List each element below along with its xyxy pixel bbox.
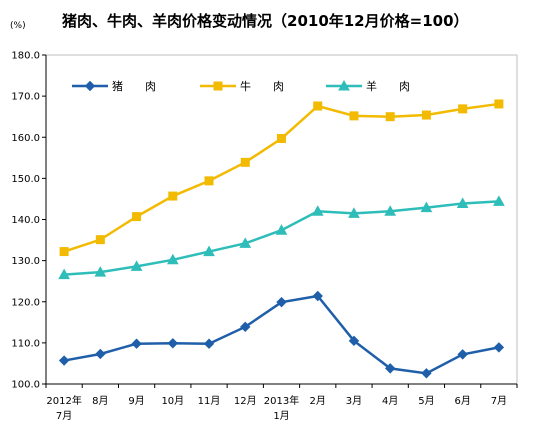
legend: 猪 肉牛 肉羊 肉	[72, 79, 410, 93]
x-tick-label: 2012年	[46, 394, 81, 407]
data-point	[239, 237, 252, 248]
y-tick-label: 170.0	[11, 92, 40, 103]
y-tick-label: 160.0	[11, 133, 40, 144]
x-ticks: 2012年 7月 8月 9月 10月 11月 12月 2013年 1月 2月 3月 4月 5月 6月 7月	[45, 384, 518, 422]
data-point	[385, 112, 395, 122]
data-point	[240, 321, 251, 333]
data-point	[458, 104, 468, 114]
data-point	[493, 342, 505, 353]
x-tick-label: 5月	[418, 395, 434, 407]
y-tick-label: 150.0	[11, 174, 40, 185]
data-point	[130, 260, 143, 271]
x-tick-label: 2月	[310, 395, 326, 407]
series-2	[58, 195, 505, 280]
y-axis-unit: (%)	[10, 21, 26, 31]
data-point	[95, 348, 106, 360]
data-point	[167, 338, 179, 349]
data-point	[94, 266, 107, 277]
legend-label: 羊 肉	[366, 79, 410, 93]
data-point	[203, 338, 215, 349]
x-tick-label: 4月	[382, 395, 398, 407]
data-point	[421, 110, 431, 120]
data-point	[493, 195, 505, 206]
data-point	[313, 101, 323, 111]
series-line	[64, 200, 499, 276]
x-tick-label: 10月	[161, 395, 184, 407]
y-tick-label: 140.0	[11, 215, 40, 226]
chart-title: 猪肉、牛肉、羊肉价格变动情况（2010年12月价格=100）	[62, 12, 469, 30]
plot-frame	[45, 54, 518, 385]
legend-marker	[338, 79, 350, 91]
series-0	[58, 290, 505, 379]
data-point	[348, 335, 360, 347]
data-point	[348, 207, 360, 218]
x-tick-label: 3月	[346, 395, 362, 407]
y-tick-label: 100.0	[11, 380, 40, 391]
x-tick-label: 11月	[198, 395, 221, 407]
x-tick-label: 9月	[128, 395, 144, 407]
series-line	[63, 294, 500, 375]
data-point	[312, 290, 323, 302]
x-tick-label: 8月	[92, 395, 108, 407]
data-point	[240, 157, 250, 167]
x-tick-label: 2013年	[264, 394, 299, 407]
x-tick-label: 6月	[454, 395, 470, 407]
data-point	[275, 224, 288, 235]
data-point	[204, 176, 214, 186]
data-point	[311, 205, 324, 216]
data-point	[132, 212, 142, 222]
data-point	[58, 355, 70, 366]
legend-marker	[213, 81, 223, 91]
data-point	[166, 253, 179, 265]
series-layer	[58, 99, 505, 379]
data-point	[456, 197, 469, 208]
data-point	[277, 133, 286, 143]
data-point	[384, 363, 396, 374]
data-point	[384, 205, 397, 216]
y-tick-label: 180.0	[11, 51, 40, 62]
legend-label: 猪 肉	[112, 80, 156, 93]
data-point	[276, 296, 287, 308]
data-point	[420, 201, 433, 213]
data-point	[95, 235, 105, 245]
data-point	[59, 247, 69, 257]
data-point	[349, 111, 359, 121]
data-point	[203, 245, 215, 257]
x-tick-label: 12月	[234, 395, 257, 407]
legend-label: 牛 肉	[240, 79, 284, 93]
y-tick-label: 130.0	[11, 256, 40, 267]
x-tick-label: 7月	[56, 410, 72, 422]
data-point	[457, 349, 468, 360]
series-1	[59, 99, 504, 257]
data-point	[58, 268, 70, 280]
y-ticks: 100.0 110.0 120.0 130.0 140.0 150.0 160.0 170.0…	[11, 51, 46, 391]
x-tick-label: 1月	[273, 410, 289, 422]
data-point	[168, 191, 178, 201]
data-point	[494, 99, 504, 109]
y-tick-label: 120.0	[11, 297, 40, 308]
legend-marker	[84, 80, 96, 92]
data-point	[131, 338, 142, 349]
y-tick-label: 110.0	[11, 338, 40, 349]
x-tick-label: 7月	[491, 395, 507, 407]
data-point	[421, 368, 432, 379]
